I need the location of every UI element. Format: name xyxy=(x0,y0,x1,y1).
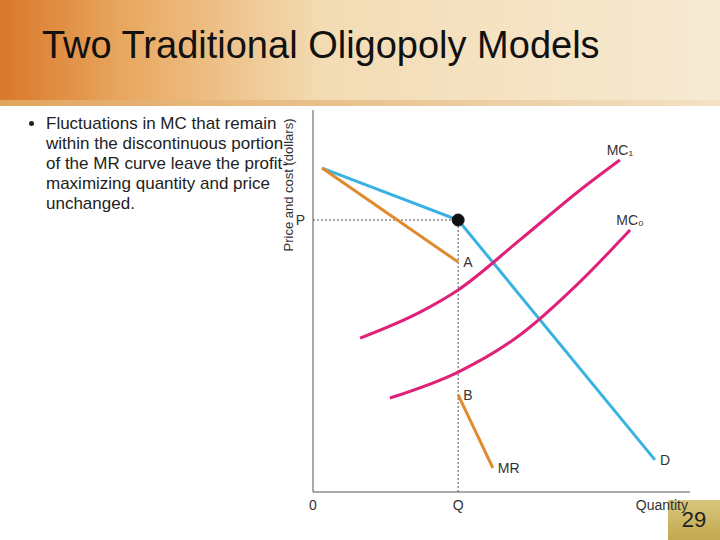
svg-text:MC₁: MC₁ xyxy=(607,142,634,158)
svg-text:Price and cost (dollars): Price and cost (dollars) xyxy=(281,119,296,252)
svg-text:0: 0 xyxy=(309,497,317,513)
svg-text:A: A xyxy=(463,254,473,270)
svg-text:MC₀: MC₀ xyxy=(616,212,644,228)
svg-text:B: B xyxy=(463,387,472,403)
svg-text:MR: MR xyxy=(498,460,520,476)
svg-text:D: D xyxy=(660,452,670,468)
svg-text:P: P xyxy=(296,212,305,228)
svg-text:Q: Q xyxy=(453,497,464,513)
svg-text:Quantity: Quantity xyxy=(636,497,688,513)
